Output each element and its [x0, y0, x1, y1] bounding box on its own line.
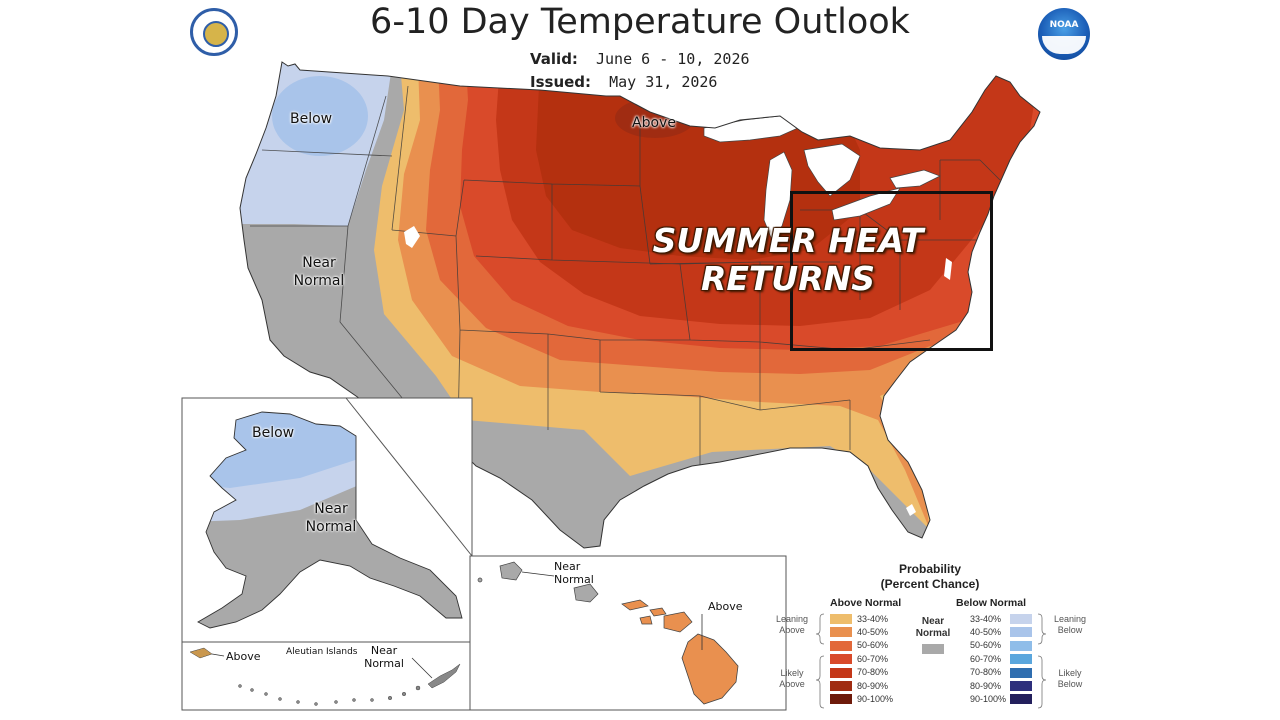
- legend-below-swatch: [1010, 694, 1032, 705]
- legend-above-swatch: [830, 667, 852, 678]
- likely-below-line1: Likely: [1058, 668, 1082, 678]
- likely-above-line1: Likely: [780, 668, 804, 678]
- conus-near-line2: Normal: [293, 273, 345, 289]
- legend-above-swatch: [830, 627, 852, 638]
- legend-above-swatch: [830, 681, 852, 691]
- legend-below-range: 40-50%: [970, 626, 1002, 637]
- leaning-above-line1: Leaning: [775, 614, 809, 624]
- legend-below-swatch: [1010, 667, 1032, 678]
- hawaii-above-label: Above: [708, 600, 743, 613]
- alaska-above-label: Above: [226, 650, 261, 663]
- date-block: Valid: June 6 - 10, 2026 Issued: May 31,…: [530, 48, 750, 94]
- headline: SUMMER HEAT RETURNS: [648, 222, 928, 298]
- legend-above-range: 40-50%: [857, 626, 889, 637]
- legend-leaning-above: Leaning Above: [770, 614, 814, 636]
- legend-below-range: 60-70%: [970, 653, 1002, 664]
- legend-title-line2: (Percent Chance): [880, 577, 980, 591]
- conus-above-label: Above: [632, 115, 676, 131]
- legend-likely-below: Likely Below: [1048, 668, 1092, 690]
- valid-label: Valid:: [530, 50, 578, 68]
- headline-line2: RETURNS: [700, 259, 876, 298]
- legend-below-swatch: [1010, 614, 1032, 624]
- legend-above-swatch: [830, 694, 852, 705]
- valid-dates: June 6 - 10, 2026: [596, 50, 750, 68]
- legend-near-line1: Near: [921, 616, 945, 627]
- legend-title: Probability (Percent Chance): [860, 562, 1000, 592]
- issued-date: May 31, 2026: [609, 73, 718, 91]
- noaa-logo-icon: NOAA: [1038, 8, 1090, 60]
- legend-below-swatch: [1010, 654, 1032, 665]
- alaska-near-normal-label: Near Normal: [296, 500, 366, 536]
- conus-near-line1: Near: [302, 255, 336, 271]
- hawaii-near-line2: Normal: [554, 573, 594, 586]
- leaning-below-line2: Below: [1057, 625, 1083, 635]
- noaa-logo-text: NOAA: [1049, 20, 1079, 30]
- conus-near-normal-label: Near Normal: [284, 254, 354, 290]
- alaska-near-line2: Normal: [305, 519, 357, 535]
- likely-above-line2: Above: [779, 679, 805, 689]
- headline-line1: SUMMER HEAT: [652, 221, 924, 260]
- legend-above-swatch: [830, 614, 852, 624]
- alaska-near-line1: Near: [314, 501, 348, 517]
- legend-below-range: 33-40%: [970, 613, 1002, 624]
- hawaii-near-normal-label: Near Normal: [554, 560, 598, 586]
- legend-above-range: 80-90%: [857, 680, 889, 691]
- legend-above-range: 60-70%: [857, 653, 889, 664]
- legend-near-normal: Near Normal: [912, 616, 954, 640]
- legend-below-range: 50-60%: [970, 640, 1002, 651]
- leaning-above-line2: Above: [779, 625, 805, 635]
- legend-below-swatch: [1010, 627, 1032, 638]
- legend-above-swatch: [830, 654, 852, 665]
- map-title: 6-10 Day Temperature Outlook: [370, 2, 910, 42]
- legend-title-line1: Probability: [898, 562, 961, 576]
- issued-label: Issued:: [530, 73, 592, 91]
- legend-near-normal-swatch: [922, 644, 944, 654]
- legend-likely-above: Likely Above: [770, 668, 814, 690]
- legend-below-swatch: [1010, 640, 1032, 651]
- aleutian-islands-label: Aleutian Islands: [286, 647, 358, 657]
- east-highlight-box: [790, 191, 993, 351]
- legend-above-range: 70-80%: [857, 667, 889, 678]
- legend-leaning-below: Leaning Below: [1048, 614, 1092, 636]
- legend-above-swatch: [830, 640, 852, 651]
- legend-above-header: Above Normal: [830, 597, 902, 609]
- legend-above-range: 33-40%: [857, 613, 889, 624]
- alaska-below-label: Below: [252, 425, 295, 441]
- legend-near-line2: Normal: [915, 628, 951, 639]
- likely-below-line2: Below: [1057, 679, 1083, 689]
- legend-below-range: 80-90%: [970, 680, 1002, 691]
- conus-below-label: Below: [290, 111, 333, 127]
- leaning-below-line1: Leaning: [1053, 614, 1087, 624]
- legend-below-range: 70-80%: [970, 667, 1002, 678]
- alaska-near2-line2: Normal: [364, 657, 404, 670]
- legend-above-range: 50-60%: [857, 640, 889, 651]
- legend-below-swatch: [1010, 681, 1032, 691]
- legend-above-range: 90-100%: [857, 693, 894, 704]
- department-seal-icon: [190, 8, 238, 56]
- hawaii-near-line1: Near: [554, 560, 581, 573]
- legend-below-header: Below Normal: [956, 597, 1027, 609]
- alaska-near-normal-label-2: Near Normal: [362, 644, 406, 670]
- alaska-near2-line1: Near: [370, 644, 398, 657]
- legend-below-range: 90-100%: [970, 693, 1007, 704]
